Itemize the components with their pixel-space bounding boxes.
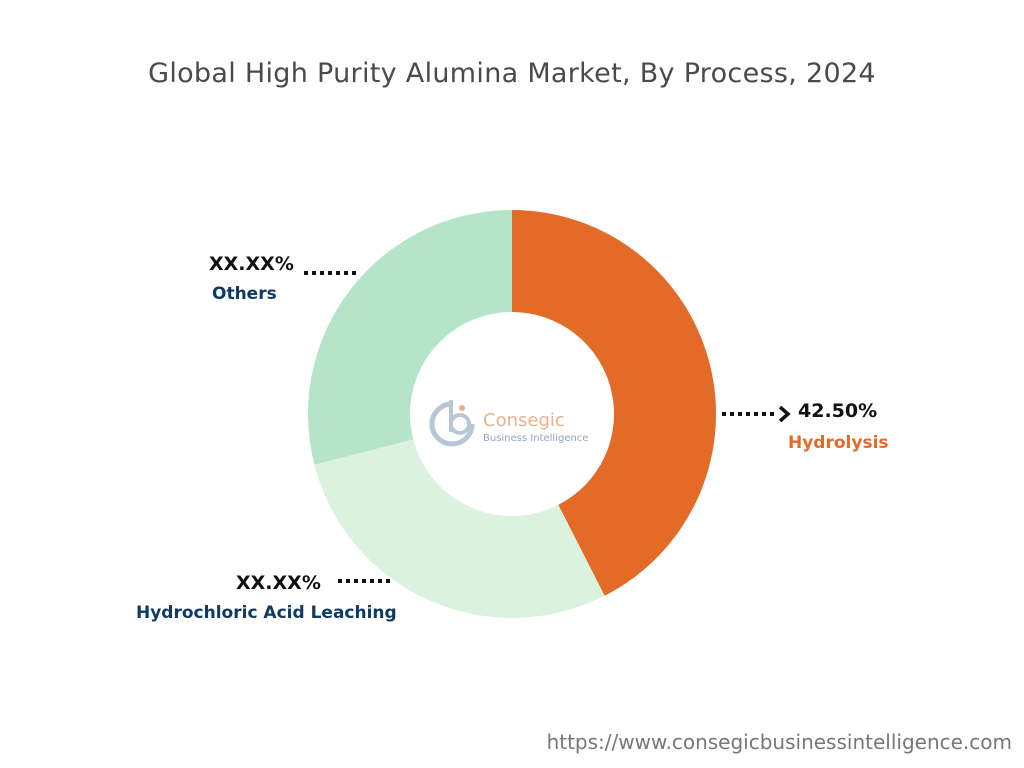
pct-hydrolysis: 42.50% — [798, 400, 877, 422]
source-url[interactable]: https://www.consegicbusinessintelligence… — [546, 730, 1012, 754]
pct-others: XX.XX% — [209, 253, 294, 275]
cat-hcl: Hydrochloric Acid Leaching — [136, 603, 397, 623]
slice-others — [308, 210, 512, 465]
cat-hydrolysis: Hydrolysis — [788, 433, 889, 453]
arrow-right-icon — [778, 405, 791, 423]
cat-others: Others — [212, 284, 277, 304]
slice-hydrochloric-acid-leaching — [314, 439, 605, 618]
chart-title: Global High Purity Alumina Market, By Pr… — [148, 58, 876, 89]
pct-hcl: XX.XX% — [236, 572, 321, 594]
label-others: XX.XX% Others — [209, 253, 358, 304]
slice-hydrolysis — [512, 210, 716, 596]
label-hcl: XX.XX% Hydrochloric Acid Leaching — [136, 572, 397, 623]
label-hydrolysis: 42.50% Hydrolysis — [722, 400, 889, 453]
logo-name: Consegic — [483, 410, 565, 431]
logo-icon — [429, 400, 475, 447]
donut-slices — [308, 210, 716, 618]
consegic-logo: Consegic Business Intelligence — [429, 400, 588, 447]
logo-tagline: Business Intelligence — [483, 433, 588, 444]
